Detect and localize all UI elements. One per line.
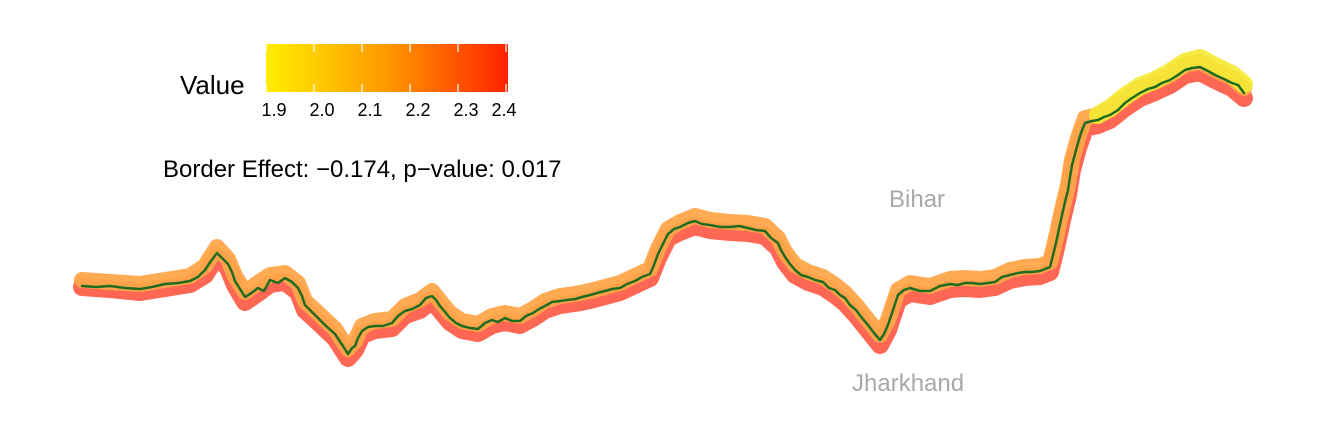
legend-tick: 2.1 xyxy=(357,100,383,120)
border-line xyxy=(80,65,1246,356)
region-label-jharkhand: Jharkhand xyxy=(852,370,965,397)
legend-colorbar-ticks xyxy=(265,44,507,92)
legend-colorbar xyxy=(266,44,508,92)
legend-tick-labels: 1.9 2.0 2.1 2.2 2.3 2.4 xyxy=(250,100,520,124)
legend-tick: 2.3 xyxy=(453,100,479,120)
border-effect-annotation: Border Effect: −0.174, p−value: 0.017 xyxy=(163,156,562,183)
border-band-yellow xyxy=(1089,49,1253,124)
legend-tick: 2.4 xyxy=(491,100,517,120)
legend-tick: 1.9 xyxy=(261,100,287,120)
legend-title: Value xyxy=(180,70,245,100)
legend-tick: 2.0 xyxy=(309,100,335,120)
legend-tick: 2.2 xyxy=(405,100,431,120)
region-label-bihar: Bihar xyxy=(889,186,946,213)
